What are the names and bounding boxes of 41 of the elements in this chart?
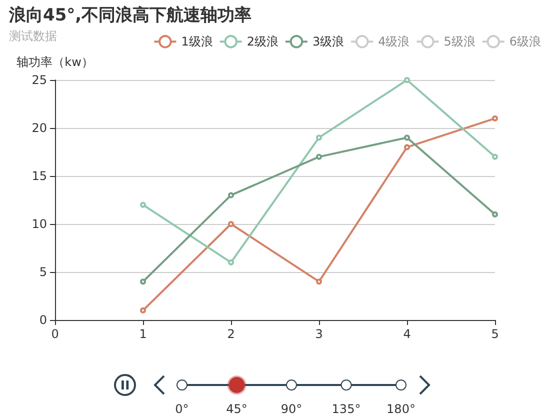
y-tick-label: 10 (32, 217, 47, 231)
y-tick-label: 0 (39, 313, 47, 327)
point (316, 278, 322, 285)
x-tick-label: 1 (139, 327, 147, 341)
point (404, 144, 410, 150)
y-tick-label: 25 (32, 73, 47, 87)
point (228, 192, 234, 198)
chart-title: 浪向45°,不同浪高下航速轴功率 (8, 6, 252, 26)
point (316, 154, 322, 160)
point (140, 307, 146, 314)
legend-label: 3级浪 (312, 34, 344, 49)
point (228, 221, 234, 227)
y-tick-label: 20 (32, 121, 47, 135)
x-tick-label: 4 (403, 327, 411, 341)
y-axis-title: 轴功率（kw） (16, 55, 94, 69)
point (492, 211, 498, 218)
text: 135° (332, 402, 361, 416)
point (492, 154, 498, 160)
legend-label: 6级浪 (509, 34, 542, 49)
text: 0° (175, 402, 189, 416)
legend-label: 4级浪 (378, 34, 410, 49)
text: 45° (226, 402, 248, 416)
point (492, 115, 498, 122)
y-tick-label: 15 (32, 169, 47, 183)
text: 180° (386, 402, 416, 416)
x-tick-label: 5 (491, 327, 499, 341)
legend-label: 5级浪 (444, 34, 476, 49)
x-tick-label: 3 (315, 327, 323, 341)
point (140, 278, 146, 285)
point (316, 134, 322, 141)
point (404, 77, 410, 83)
x-tick-label: 0 (51, 327, 59, 341)
point (228, 259, 234, 266)
x-tick-label: 2 (227, 327, 235, 341)
legend-label: 1级浪 (181, 34, 213, 49)
chart-subtitle: 测试数据 (9, 29, 57, 43)
point (140, 202, 146, 208)
y-tick-label: 5 (39, 265, 47, 279)
point (404, 134, 410, 141)
legend-label: 2级浪 (246, 34, 278, 49)
text: 90° (280, 402, 302, 416)
